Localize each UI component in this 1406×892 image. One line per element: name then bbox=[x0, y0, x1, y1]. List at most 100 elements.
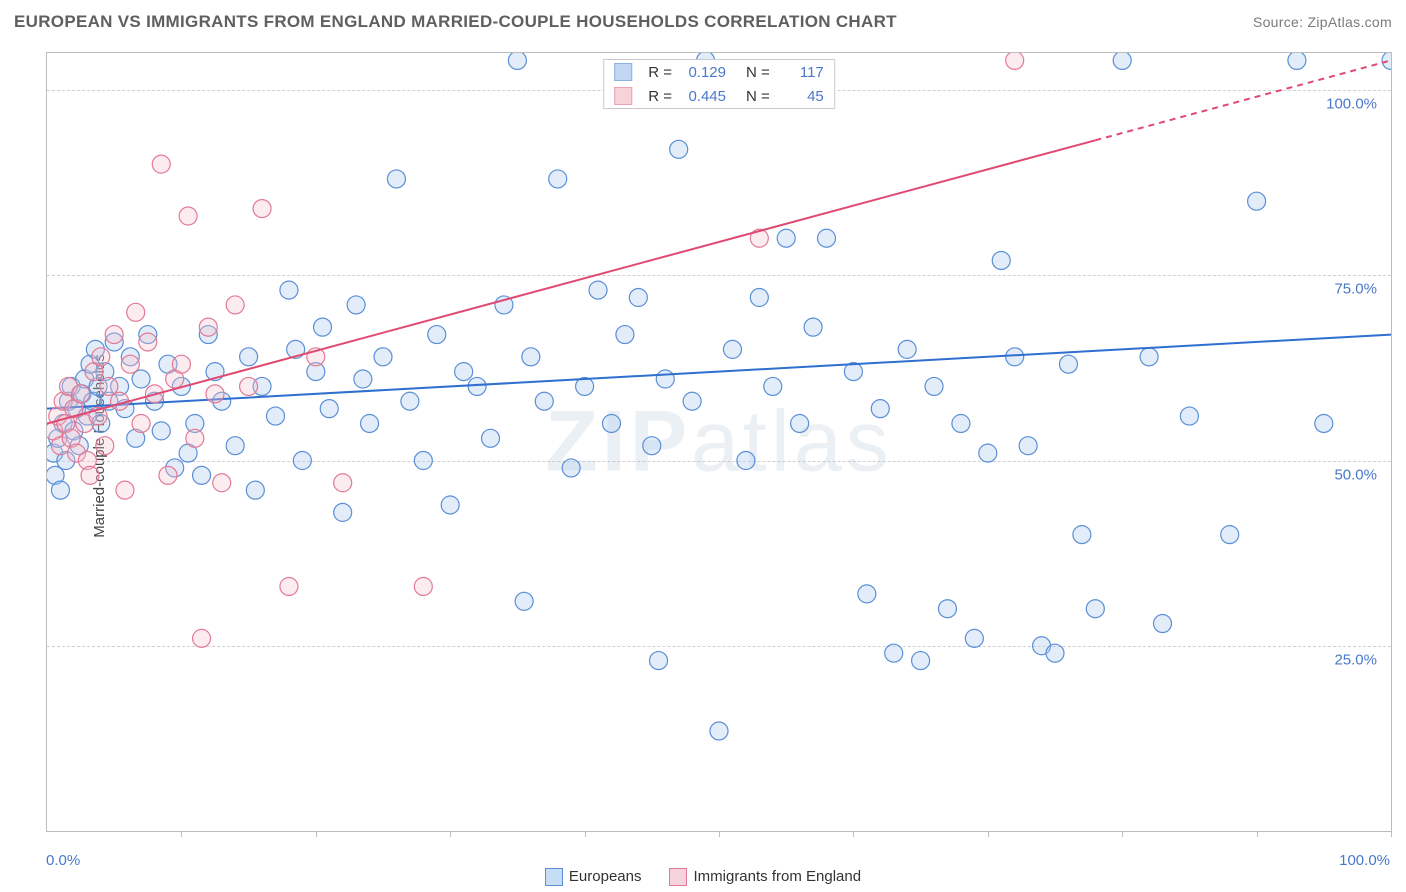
legend-r-value: 0.129 bbox=[682, 64, 726, 81]
data-point bbox=[280, 281, 298, 299]
data-point bbox=[925, 377, 943, 395]
data-point bbox=[414, 577, 432, 595]
data-point bbox=[455, 363, 473, 381]
x-tick bbox=[450, 831, 451, 837]
legend-n-value: 45 bbox=[780, 88, 824, 105]
data-point bbox=[871, 400, 889, 418]
legend-swatch bbox=[669, 868, 687, 886]
data-point bbox=[562, 459, 580, 477]
data-point bbox=[152, 422, 170, 440]
data-point bbox=[100, 377, 118, 395]
data-point bbox=[508, 53, 526, 69]
data-point bbox=[737, 452, 755, 470]
data-point bbox=[387, 170, 405, 188]
data-point bbox=[898, 340, 916, 358]
plot-svg-layer bbox=[47, 53, 1391, 831]
data-point bbox=[334, 474, 352, 492]
x-tick bbox=[853, 831, 854, 837]
x-tick bbox=[1122, 831, 1123, 837]
data-point bbox=[127, 303, 145, 321]
data-point bbox=[72, 385, 90, 403]
data-point bbox=[213, 474, 231, 492]
data-point bbox=[818, 229, 836, 247]
data-point bbox=[96, 437, 114, 455]
data-point bbox=[885, 644, 903, 662]
source-label: Source: ZipAtlas.com bbox=[1253, 14, 1392, 30]
data-point bbox=[51, 481, 69, 499]
legend-r-value: 0.445 bbox=[682, 88, 726, 105]
data-point bbox=[1288, 53, 1306, 69]
data-point bbox=[965, 629, 983, 647]
data-point bbox=[226, 296, 244, 314]
data-point bbox=[314, 318, 332, 336]
data-point bbox=[1221, 526, 1239, 544]
data-point bbox=[1113, 53, 1131, 69]
data-point bbox=[952, 414, 970, 432]
data-point bbox=[643, 437, 661, 455]
x-tick bbox=[181, 831, 182, 837]
data-point bbox=[293, 452, 311, 470]
x-tick bbox=[988, 831, 989, 837]
data-point bbox=[1154, 615, 1172, 633]
x-tick bbox=[719, 831, 720, 837]
data-point bbox=[159, 466, 177, 484]
data-point bbox=[549, 170, 567, 188]
data-point bbox=[683, 392, 701, 410]
data-point bbox=[240, 377, 258, 395]
legend-swatch bbox=[614, 63, 632, 81]
data-point bbox=[334, 503, 352, 521]
data-point bbox=[92, 348, 110, 366]
data-point bbox=[193, 629, 211, 647]
data-point bbox=[468, 377, 486, 395]
data-point bbox=[280, 577, 298, 595]
data-point bbox=[266, 407, 284, 425]
data-point bbox=[186, 429, 204, 447]
data-point bbox=[629, 289, 647, 307]
data-point bbox=[979, 444, 997, 462]
series-legend-item: Immigrants from England bbox=[669, 868, 861, 886]
x-tick bbox=[1391, 831, 1392, 837]
data-point bbox=[139, 333, 157, 351]
data-point bbox=[804, 318, 822, 336]
legend-swatch bbox=[614, 87, 632, 105]
data-point bbox=[428, 326, 446, 344]
data-point bbox=[656, 370, 674, 388]
x-tick bbox=[585, 831, 586, 837]
x-axis-min-label: 0.0% bbox=[46, 852, 80, 869]
data-point bbox=[347, 296, 365, 314]
x-axis-max-label: 100.0% bbox=[1339, 852, 1390, 869]
scatter-plot-area: ZIPatlas R =0.129N =117R =0.445N =45 25.… bbox=[46, 52, 1392, 832]
data-point bbox=[589, 281, 607, 299]
legend-n-value: 117 bbox=[780, 64, 824, 81]
data-point bbox=[522, 348, 540, 366]
data-point bbox=[764, 377, 782, 395]
x-tick bbox=[1257, 831, 1258, 837]
data-point bbox=[912, 652, 930, 670]
data-point bbox=[535, 392, 553, 410]
data-point bbox=[1315, 414, 1333, 432]
data-point bbox=[1180, 407, 1198, 425]
data-point bbox=[361, 414, 379, 432]
data-point bbox=[374, 348, 392, 366]
data-point bbox=[132, 414, 150, 432]
data-point bbox=[199, 318, 217, 336]
chart-title: EUROPEAN VS IMMIGRANTS FROM ENGLAND MARR… bbox=[14, 12, 897, 32]
data-point bbox=[602, 414, 620, 432]
data-point bbox=[777, 229, 795, 247]
data-point bbox=[670, 140, 688, 158]
data-point bbox=[226, 437, 244, 455]
correlation-legend-row: R =0.129N =117 bbox=[604, 60, 834, 84]
legend-r-label: R = bbox=[648, 88, 672, 105]
data-point bbox=[121, 355, 139, 373]
data-point bbox=[791, 414, 809, 432]
data-point bbox=[616, 326, 634, 344]
trend-line-dashed bbox=[1095, 60, 1391, 140]
data-point bbox=[938, 600, 956, 618]
data-point bbox=[206, 385, 224, 403]
data-point bbox=[1046, 644, 1064, 662]
data-point bbox=[116, 481, 134, 499]
data-point bbox=[1086, 600, 1104, 618]
data-point bbox=[482, 429, 500, 447]
data-point bbox=[132, 370, 150, 388]
data-point bbox=[1140, 348, 1158, 366]
